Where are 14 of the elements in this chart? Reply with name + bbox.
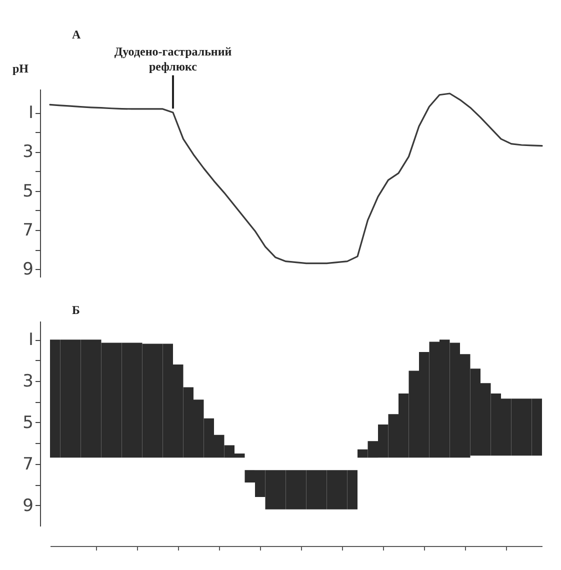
y-tick-label: 9 xyxy=(22,260,34,280)
y-tick-label: I xyxy=(28,103,34,123)
chart-title: А xyxy=(72,28,81,42)
y-tick-label: 7 xyxy=(22,220,34,240)
y-tick-label: I xyxy=(28,330,34,350)
y-tick-label: 5 xyxy=(22,181,34,202)
y-tick-label: 3 xyxy=(22,372,34,392)
y-tick-label: 7 xyxy=(22,454,34,474)
y-tick-label: 3 xyxy=(22,142,34,162)
annotation: Дуодено-гастральний рефлюкс xyxy=(114,44,232,74)
y-tick-label: 9 xyxy=(22,496,34,516)
chart-title: Б xyxy=(72,303,80,317)
y-tick-label: 5 xyxy=(22,412,34,433)
y-axis-title: pH xyxy=(12,62,30,76)
